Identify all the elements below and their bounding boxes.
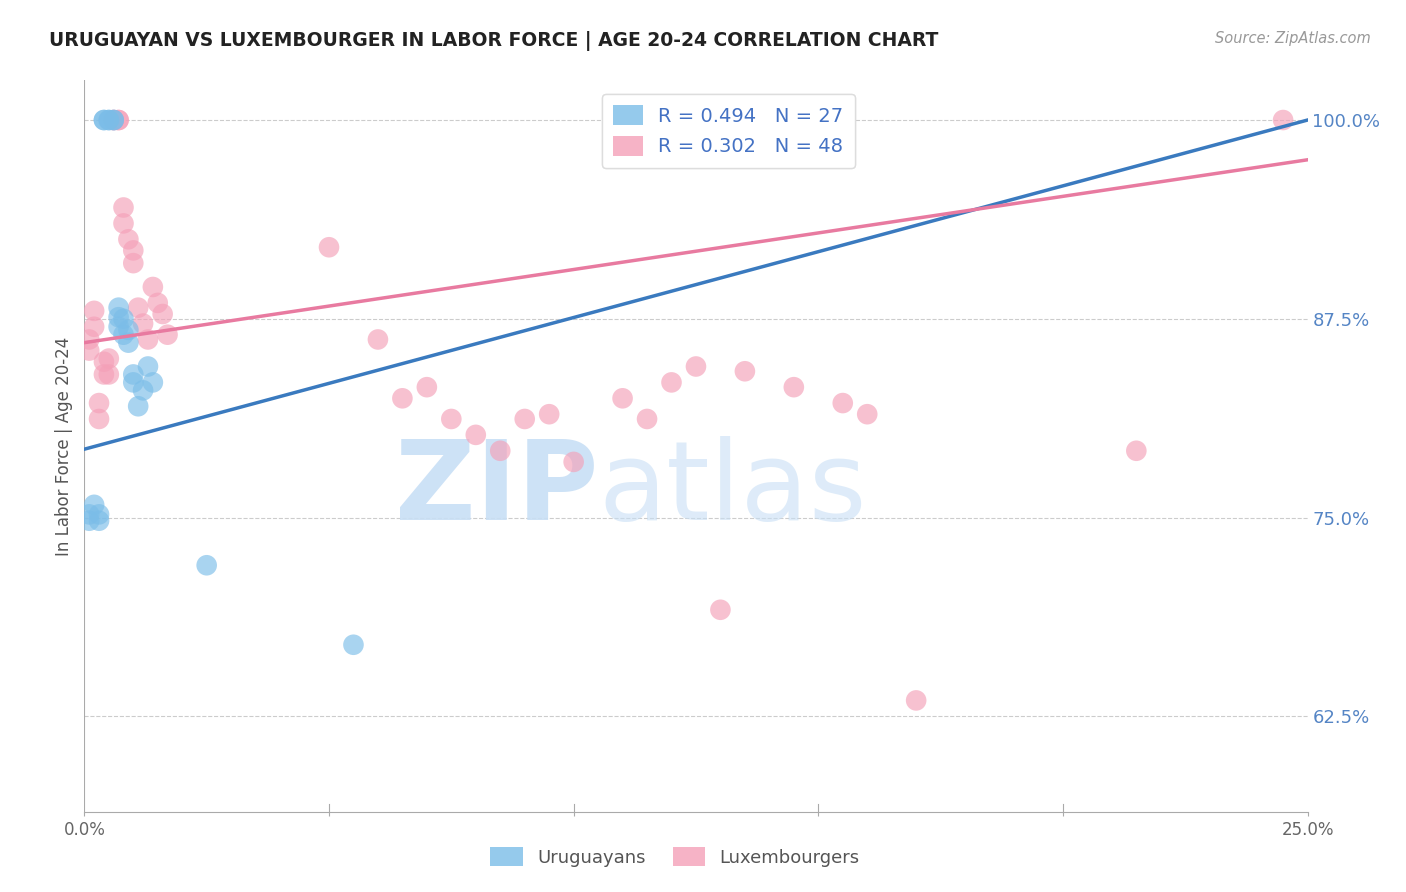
Point: [142, 376, 165, 390]
Point: [97, 368, 120, 382]
Point: [636, 412, 658, 426]
Point: [83, 303, 105, 318]
Point: [440, 412, 463, 426]
Y-axis label: In Labor Force | Age 20-24: In Labor Force | Age 20-24: [55, 336, 73, 556]
Point: [195, 558, 218, 573]
Point: [734, 364, 756, 378]
Text: URUGUAYAN VS LUXEMBOURGER IN LABOR FORCE | AGE 20-24 CORRELATION CHART: URUGUAYAN VS LUXEMBOURGER IN LABOR FORCE…: [49, 31, 939, 51]
Point: [97, 113, 120, 128]
Legend: Uruguayans, Luxembourgers: Uruguayans, Luxembourgers: [482, 840, 868, 874]
Point: [783, 380, 806, 394]
Text: ZIP: ZIP: [395, 436, 598, 543]
Point: [93, 368, 115, 382]
Point: [122, 244, 145, 258]
Point: [489, 443, 512, 458]
Text: atlas: atlas: [598, 436, 866, 543]
Point: [142, 280, 165, 294]
Point: [122, 368, 145, 382]
Point: [127, 301, 149, 315]
Point: [77, 333, 100, 347]
Point: [709, 603, 731, 617]
Point: [661, 376, 683, 390]
Point: [112, 201, 135, 215]
Point: [103, 113, 125, 128]
Point: [122, 256, 145, 270]
Point: [136, 333, 159, 347]
Point: [77, 343, 100, 358]
Point: [136, 359, 159, 374]
Point: [97, 351, 120, 366]
Point: [107, 319, 129, 334]
Point: [107, 113, 129, 128]
Point: [538, 407, 561, 421]
Point: [87, 508, 110, 522]
Point: [107, 113, 129, 128]
Point: [1272, 113, 1295, 128]
Point: [367, 333, 389, 347]
Point: [146, 296, 169, 310]
Point: [856, 407, 879, 421]
Point: [93, 113, 115, 128]
Point: [112, 216, 135, 230]
Point: [685, 359, 707, 374]
Point: [1125, 443, 1147, 458]
Point: [156, 327, 179, 342]
Legend: R = 0.494   N = 27, R = 0.302   N = 48: R = 0.494 N = 27, R = 0.302 N = 48: [602, 94, 855, 168]
Point: [97, 113, 120, 128]
Point: [831, 396, 853, 410]
Point: [83, 319, 105, 334]
Point: [127, 399, 149, 413]
Point: [464, 428, 486, 442]
Point: [905, 693, 928, 707]
Point: [112, 327, 135, 342]
Point: [107, 301, 129, 315]
Point: [87, 396, 110, 410]
Point: [132, 384, 155, 398]
Point: [87, 514, 110, 528]
Point: [103, 113, 125, 128]
Point: [93, 113, 115, 128]
Point: [87, 412, 110, 426]
Point: [513, 412, 536, 426]
Text: Source: ZipAtlas.com: Source: ZipAtlas.com: [1215, 31, 1371, 46]
Point: [117, 232, 139, 246]
Point: [342, 638, 364, 652]
Point: [77, 508, 100, 522]
Point: [132, 317, 155, 331]
Point: [391, 392, 413, 406]
Point: [152, 307, 174, 321]
Point: [112, 311, 135, 326]
Point: [83, 498, 105, 512]
Point: [783, 113, 806, 128]
Point: [122, 376, 145, 390]
Point: [93, 355, 115, 369]
Point: [318, 240, 340, 254]
Point: [117, 335, 139, 350]
Point: [562, 455, 585, 469]
Point: [103, 113, 125, 128]
Point: [103, 113, 125, 128]
Point: [107, 310, 129, 325]
Point: [416, 380, 439, 394]
Point: [77, 514, 100, 528]
Point: [117, 323, 139, 337]
Point: [612, 392, 634, 406]
